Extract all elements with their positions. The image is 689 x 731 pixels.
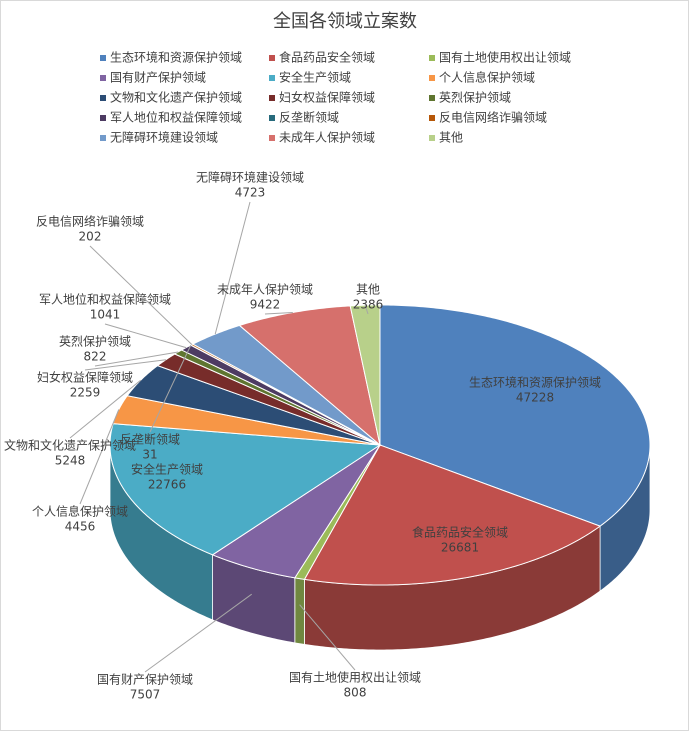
leader-line bbox=[364, 305, 369, 315]
legend-swatch bbox=[429, 95, 435, 101]
slice bbox=[211, 444, 381, 579]
data-label-name: 国有财产保护领域 bbox=[97, 673, 193, 687]
legend-swatch bbox=[100, 75, 106, 81]
legend-swatch bbox=[429, 135, 435, 141]
legend-swatch bbox=[269, 55, 275, 61]
data-label-name: 安全生产领域 bbox=[131, 462, 203, 477]
slice bbox=[191, 324, 381, 446]
data-label-name: 军人地位和权益保障领域 bbox=[39, 292, 171, 307]
data-label-value: 808 bbox=[344, 686, 367, 700]
legend-label: 安全生产领域 bbox=[279, 70, 351, 85]
slice bbox=[303, 444, 602, 586]
data-label-name: 无障碍环境建设领域 bbox=[196, 170, 304, 185]
legend-swatch bbox=[269, 95, 275, 101]
data-label-value: 7507 bbox=[130, 688, 161, 702]
data-label-value: 4723 bbox=[235, 186, 266, 200]
legend-label: 文物和文化遗产保护领域 bbox=[110, 90, 242, 105]
leader-line bbox=[299, 604, 356, 671]
legend-label: 国有土地使用权出让领域 bbox=[439, 50, 571, 65]
legend-label: 无障碍环境建设领域 bbox=[110, 130, 218, 145]
leader-line bbox=[104, 323, 187, 349]
legend-swatch bbox=[429, 115, 435, 121]
legend-swatch bbox=[100, 135, 106, 141]
data-label-value: 47228 bbox=[516, 391, 554, 405]
data-label-value: 31 bbox=[142, 448, 157, 462]
data-label-name: 其他 bbox=[356, 283, 380, 297]
data-label-name: 生态环境和资源保护领域 bbox=[469, 375, 601, 390]
data-label-name: 妇女权益保障领域 bbox=[37, 370, 133, 385]
leader-line bbox=[79, 409, 120, 505]
chart-title: 全国各领域立案数 bbox=[273, 11, 417, 32]
leader-line bbox=[84, 359, 166, 371]
legend-label: 生态环境和资源保护领域 bbox=[110, 50, 242, 65]
data-label-value: 2259 bbox=[70, 386, 101, 400]
data-label-name: 食品药品安全领域 bbox=[412, 525, 508, 540]
slice bbox=[109, 423, 382, 556]
legend-label: 个人信息保护领域 bbox=[439, 70, 535, 85]
leader-line bbox=[264, 312, 293, 315]
leader-line bbox=[144, 593, 252, 673]
data-label-name: 个人信息保护领域 bbox=[32, 504, 128, 519]
data-label-name: 未成年人保护领域 bbox=[217, 283, 313, 297]
data-label-name: 反垄断领域 bbox=[120, 432, 180, 447]
data-label-value: 202 bbox=[79, 230, 102, 244]
legend-label: 妇女权益保障领域 bbox=[279, 90, 375, 105]
data-label-name: 文物和文化遗产保护领域 bbox=[4, 438, 136, 453]
leader-line bbox=[89, 245, 193, 345]
data-label-value: 1041 bbox=[90, 308, 121, 322]
legend-label: 反电信网络诈骗领域 bbox=[439, 110, 547, 125]
data-label-value: 22766 bbox=[148, 478, 186, 492]
data-label-value: 5248 bbox=[55, 454, 86, 468]
data-label-value: 9422 bbox=[250, 298, 281, 312]
legend-swatch bbox=[269, 75, 275, 81]
data-label-value: 4456 bbox=[65, 520, 96, 534]
data-label-value: 26681 bbox=[441, 541, 479, 555]
legend-swatch bbox=[429, 75, 435, 81]
legend-swatch bbox=[100, 55, 106, 61]
data-label-name: 反电信网络诈骗领域 bbox=[36, 214, 144, 229]
legend-label: 军人地位和权益保障领域 bbox=[110, 110, 242, 125]
leader-line bbox=[149, 344, 192, 433]
leader-line bbox=[69, 379, 142, 439]
legend-swatch bbox=[269, 115, 275, 121]
slice bbox=[379, 304, 651, 527]
legend-swatch bbox=[100, 115, 106, 121]
data-label-name: 国有土地使用权出让领域 bbox=[289, 670, 421, 685]
leader-line bbox=[214, 201, 251, 335]
leader-line bbox=[94, 351, 179, 367]
legend-swatch bbox=[100, 95, 106, 101]
data-label-value: 2386 bbox=[353, 298, 384, 312]
legend-label: 反垄断领域 bbox=[279, 110, 339, 125]
legend-label: 国有财产保护领域 bbox=[110, 71, 206, 85]
slice-side bbox=[294, 577, 305, 645]
slice bbox=[156, 353, 381, 446]
legend-label: 英烈保护领域 bbox=[439, 91, 511, 105]
legend-label: 未成年人保护领域 bbox=[279, 131, 375, 145]
legend-swatch bbox=[269, 135, 275, 141]
legend-swatch bbox=[429, 55, 435, 61]
legend-label: 食品药品安全领域 bbox=[279, 50, 375, 65]
data-label-value: 822 bbox=[84, 350, 107, 364]
data-label-name: 英烈保护领域 bbox=[59, 335, 131, 349]
legend-label: 其他 bbox=[439, 131, 463, 145]
